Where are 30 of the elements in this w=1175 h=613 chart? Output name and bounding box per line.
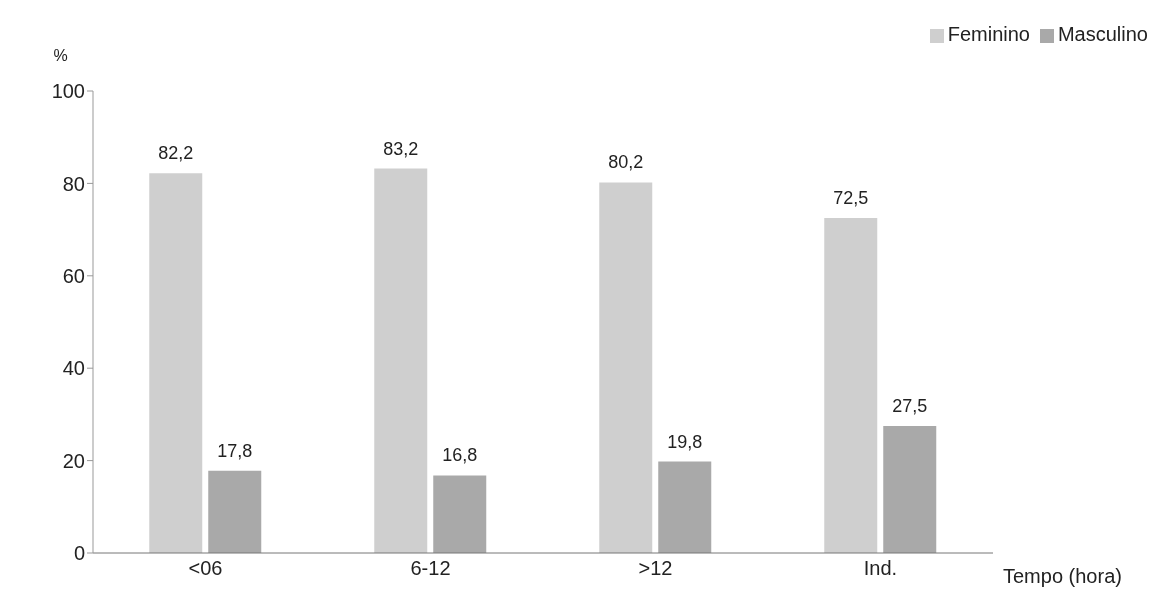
y-axis-title: %: [53, 47, 68, 64]
y-tick-label: 60: [62, 264, 85, 287]
y-tick-label: 40: [62, 357, 85, 380]
data-label: 72,5: [833, 188, 869, 209]
y-tick-label: 80: [62, 172, 85, 195]
y-tick-label: 20: [62, 449, 85, 472]
x-tick-label: 6-12: [410, 557, 451, 580]
bar: [658, 461, 712, 553]
bar: [883, 425, 937, 553]
data-label: 17,8: [217, 440, 253, 461]
bar: [208, 470, 262, 553]
data-label: 19,8: [667, 431, 703, 452]
bar: [433, 475, 487, 553]
data-label: 27,5: [892, 395, 928, 416]
legend-label: Feminino: [947, 23, 1030, 45]
legend-label: Masculino: [1057, 23, 1148, 45]
y-tick-label: 100: [51, 80, 85, 103]
bar: [599, 182, 653, 553]
data-label: 80,2: [608, 152, 644, 173]
y-tick-label: 0: [73, 542, 85, 565]
data-label: 16,8: [442, 445, 478, 466]
x-axis-title: Tempo (hora): [1003, 564, 1122, 587]
x-tick-label: <06: [188, 557, 223, 580]
bar: [149, 173, 203, 553]
x-tick-label: Ind.: [863, 557, 898, 580]
bar: [824, 218, 878, 553]
data-label: 82,2: [158, 143, 194, 164]
bar: [374, 168, 428, 553]
x-tick-label: >12: [638, 557, 673, 580]
data-label: 83,2: [383, 138, 419, 159]
